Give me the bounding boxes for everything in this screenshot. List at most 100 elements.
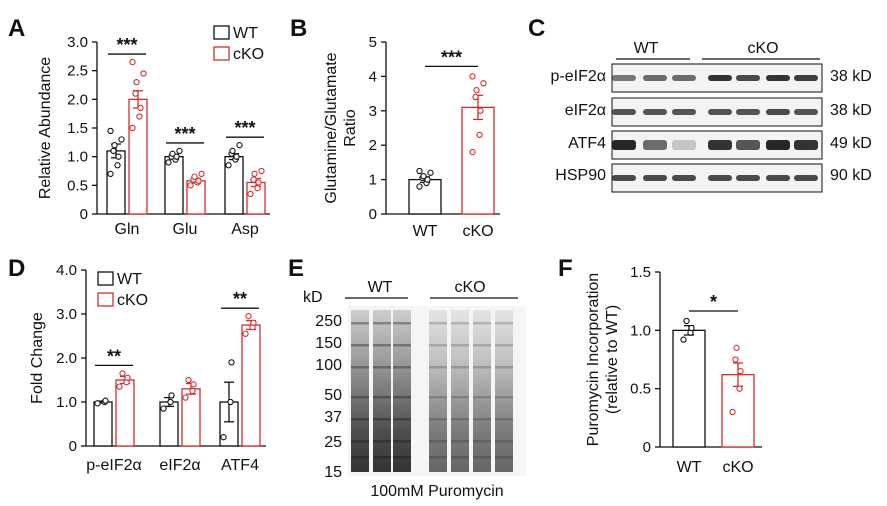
data-point [250,319,257,326]
data-point [736,385,743,392]
legend-label: cKO [233,46,264,63]
data-point [688,324,695,332]
gel-band [351,440,369,443]
data-point [251,170,258,178]
gel-band [373,440,391,443]
gel-e-caption: 100mM Puromycin [370,483,503,500]
data-point [140,70,147,77]
blot-band [708,140,732,150]
bar-cko [461,106,495,215]
blot-band [794,175,818,181]
data-point [167,398,174,406]
data-point [427,169,434,176]
blot-band [766,175,790,181]
data-point [472,93,479,101]
gel-e-marker: 50 [324,387,342,404]
gel-band [451,344,469,347]
legend-label: WT [233,25,258,42]
data-point [683,317,690,325]
data-point [229,147,236,155]
gel-e-lanes [351,310,513,472]
significance-marker: *** [174,124,195,144]
x-tick-label: WT [413,223,438,240]
blot-c-row-label: HSP90 [555,167,606,184]
chart-f: 0 0.5 1.0 1.5 Puromycin Incorporation (relati… [585,264,762,476]
legend-label: cKO [117,292,148,309]
gel-band [495,440,513,443]
data-point [119,370,126,377]
significance-marker: *** [441,47,462,67]
y-tick-label: 4.0 [56,262,77,279]
gel-band [429,456,447,459]
gel-band [495,418,513,421]
data-point [124,374,131,381]
blot-band [736,75,760,81]
blot-band [672,175,696,181]
blot-band [643,175,667,181]
blot-band [736,109,760,115]
y-tick-label: 0 [643,439,651,456]
data-point [236,142,243,149]
bar-wt [106,150,126,215]
gel-band [351,344,369,347]
data-point [133,78,140,86]
data-point [245,313,252,320]
x-tick-label: cKO [462,223,493,240]
y-axis-title: Relative Abundance [37,57,54,199]
data-point [136,113,143,120]
data-point [137,104,144,112]
significance-marker: ** [233,289,247,309]
gel-e-marker: 25 [324,434,342,451]
gel-band [473,366,491,369]
panel-letter-c: C [528,15,545,42]
data-point [469,148,476,156]
puromycin-gel-e: WT cKO kD 250 150 100 50 37 25 15 100mM … [303,279,526,500]
blot-band [766,109,790,115]
data-point [258,167,265,175]
gel-lane [393,310,411,472]
blot-band [612,175,636,181]
data-point [477,107,484,114]
blot-c-size-label: 90 kD [830,167,872,184]
blot-c-group-wt: WT [634,40,659,57]
blot-band [672,140,696,150]
data-point [129,124,136,132]
gel-lane [351,310,369,472]
gel-band [473,418,491,421]
gel-band [429,344,447,347]
data-point [729,408,736,416]
gel-band [495,344,513,347]
y-axis-title: Fold Change [29,312,46,404]
data-point [733,344,740,351]
significance-marker: *** [234,118,255,138]
blot-band [736,175,760,181]
gel-e-marker: 37 [324,409,342,426]
gel-band [451,396,469,399]
gel-e-marker: 100 [315,357,342,374]
blot-band [794,140,818,150]
data-point [160,405,167,412]
data-point [416,167,423,175]
gel-e-marker: 250 [315,313,342,330]
gel-band [473,344,491,347]
y-tick-label: 1.0 [630,322,651,339]
gel-band [373,344,391,347]
gel-band [373,456,391,459]
gel-band [429,440,447,443]
blot-band [612,140,636,150]
gel-band [429,396,447,399]
data-point [473,87,480,94]
y-tick-label: 2.0 [56,350,77,367]
blot-c-row-label: eIF2α [565,102,606,119]
blot-c-group-cko: cKO [747,40,778,57]
data-point [114,162,121,169]
gel-band [393,396,411,399]
data-point [227,398,234,406]
y-tick-label: 2.0 [67,91,88,108]
blot-band [643,75,667,81]
data-point [242,330,249,337]
bar-wt [672,329,706,448]
gel-lane [373,310,391,472]
significance-marker: *** [116,35,137,55]
